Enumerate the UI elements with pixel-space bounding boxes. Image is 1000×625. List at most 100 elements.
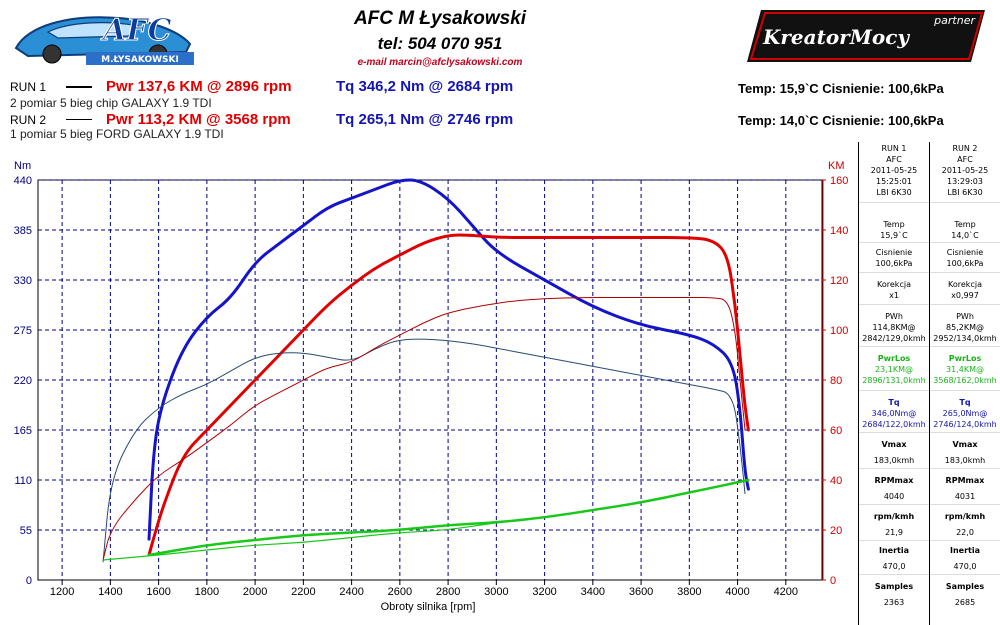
run1-column: RUN 1 AFC 2011-05-25 15:25:01 LBI 6K30 Temp 15… [858,142,929,625]
table-divider [859,540,929,541]
y2-tick-label: 120 [830,275,848,287]
run1-table-cell: 2363 [883,598,905,607]
table-divider [859,504,929,505]
run1-table-cell: Inertia [878,546,909,555]
run1-table-cell: 2684/122,0kmh [862,420,926,429]
table-divider [930,432,1000,433]
table-divider [930,390,1000,391]
chart-series [102,178,750,563]
run2-table-cell: PwrLos [948,354,982,363]
run1-table-cell: Korekcja [877,280,911,289]
afc-logo-text: AFC [100,13,172,48]
y2-tick-label: 100 [830,325,848,337]
x-tick-label: 1200 [50,586,74,598]
x-tick-label: 3800 [677,586,701,598]
run1-torque-line [147,178,750,541]
run2-conditions: Temp: 14,0`C Cisnienie: 100,6kPa [738,113,944,128]
run1-table-cell: rpm/kmh [873,512,915,521]
run1-table-cell: x1 [889,291,899,300]
company-email[interactable]: e-mail marcin@afclysakowski.com [357,57,523,68]
company-phone: tel: 504 070 951 [377,34,503,53]
x-tick-label: 4200 [774,586,798,598]
run1-table-cell: Vmax [881,440,907,449]
run2-table-cell: 470,0 [953,562,977,571]
x-tick-label: 3200 [532,586,556,598]
table-divider [930,242,1000,243]
x-tick-label: 2600 [388,586,412,598]
run1-desc: 2 pomiar 5 bieg chip GALAXY 1.9 TDI [10,96,212,110]
kreator-logo-text: KreatorMocy [762,25,910,49]
y-tick-label: 165 [14,425,32,437]
partner-label: partner [933,14,976,27]
run1-table-cell: 4040 [883,492,905,501]
run2-table-cell: Tq [959,398,971,407]
y-tick-label: 55 [20,525,32,537]
run2-table-cell: Vmax [952,440,978,449]
run2-table-cell: RUN 2 [952,144,978,153]
y-tick-label: 220 [14,375,32,387]
chart-ticks: 0 55 110 165 220 275 330 385 440 0 20 40 60 80 100 120 1… [14,175,849,598]
run1-torque: Tq 346,2 Nm @ 2684 rpm [336,78,514,95]
run1-conditions: Temp: 15,9`C Cisnienie: 100,6kPa [738,81,944,96]
run2-name: RUN 2 [10,113,47,127]
x-tick-label: 2000 [243,586,267,598]
run2-table-cell: 85,2KM@ [946,323,984,332]
run1-table-cell: Tq [888,398,900,407]
table-divider [930,540,1000,541]
y2-tick-label: 60 [830,425,842,437]
run2-table-cell: LBI 6K30 [947,188,983,197]
company-title: AFC M Łysakowski [353,8,527,29]
x-tick-label: 1600 [146,586,170,598]
run1-table-cell: RPMmax [874,476,914,485]
run1-table-cell: 114,8KM@ [872,323,916,332]
run2-table-cell: Cisnienie [946,248,984,257]
run1-table-cell: 15:25:01 [876,177,912,186]
run2-power-line [102,297,746,561]
y2-tick-label: 140 [830,225,848,237]
x-tick-label: 3000 [484,586,508,598]
run1-power-line [147,233,750,557]
y2-tick-label: 80 [830,375,842,387]
x-axis-label: Obroty silnika [rpm] [381,601,476,613]
run2-table-cell: AFC [957,155,973,164]
run2-table-cell: RPMmax [945,476,985,485]
table-divider [930,574,1000,575]
run2-power: Pwr 113,2 KM @ 3568 rpm [106,111,291,128]
x-tick-label: 3400 [581,586,605,598]
run2-table-cell: PWh [956,312,974,321]
table-divider [930,202,1000,203]
chart-frame [0,142,858,625]
x-tick-label: 3600 [629,586,653,598]
run2-loss-line [102,479,746,561]
table-divider [930,304,1000,305]
y2-tick-label: 40 [830,475,842,487]
table-divider [859,432,929,433]
run2-table-cell: x0,997 [951,291,979,300]
y2-tick-label: 160 [830,175,848,187]
run2-table-cell: 2746/124,0kmh [933,420,997,429]
run1-power: Pwr 137,6 KM @ 2896 rpm [106,78,292,95]
y-axis-label: Nm [14,160,31,172]
table-divider [930,272,1000,273]
run1-table-cell: 2842/129,0kmh [862,334,926,343]
run-comparison-table: RUN 1 AFC 2011-05-25 15:25:01 LBI 6K30 Temp 15… [858,142,1000,625]
run1-table-cell: 23,1KM@ [875,365,913,374]
run1-name: RUN 1 [10,80,47,94]
run2-table-cell: 100,6kPa [946,259,984,268]
table-divider [859,272,929,273]
run2-desc: 1 pomiar 5 bieg FORD GALAXY 1.9 TDI [10,127,224,141]
run2-table-cell: 183,0kmh [944,456,986,465]
run2-torque: Tq 265,1 Nm @ 2746 rpm [336,111,514,128]
run1-table-cell: Cisnienie [875,248,913,257]
run1-table-cell: 21,9 [885,528,903,537]
run2-table-cell: Temp [954,220,976,229]
x-tick-label: 2200 [291,586,315,598]
afc-logo: AFC M.ŁYSAKOWSKI [14,13,194,65]
x-tick-label: 1800 [195,586,219,598]
run1-table-cell: 100,6kPa [875,259,913,268]
run2-table-cell: 13:29:03 [947,177,983,186]
run2-table-cell: 2011-05-25 [941,166,989,175]
y-tick-label: 385 [14,225,32,237]
x-tick-label: 4000 [725,586,749,598]
run1-table-cell: PWh [885,312,903,321]
